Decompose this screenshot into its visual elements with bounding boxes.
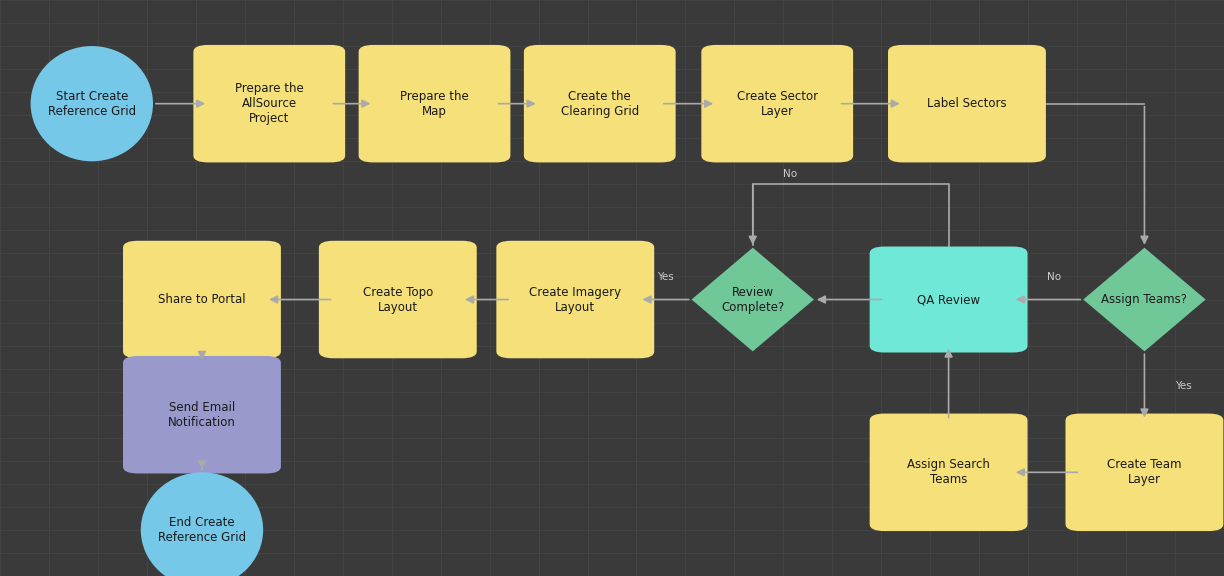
Text: Start Create
Reference Grid: Start Create Reference Grid — [48, 90, 136, 118]
FancyBboxPatch shape — [122, 241, 282, 358]
Text: Review
Complete?: Review Complete? — [721, 286, 785, 313]
Text: Create Team
Layer: Create Team Layer — [1108, 458, 1181, 486]
Text: Label Sectors: Label Sectors — [927, 97, 1007, 110]
Text: Create Sector
Layer: Create Sector Layer — [737, 90, 818, 118]
Text: Share to Portal: Share to Portal — [158, 293, 246, 306]
Ellipse shape — [141, 472, 263, 576]
FancyBboxPatch shape — [524, 45, 676, 162]
FancyBboxPatch shape — [193, 45, 345, 162]
Polygon shape — [692, 248, 814, 351]
Text: Yes: Yes — [1175, 381, 1192, 391]
Text: Assign Teams?: Assign Teams? — [1102, 293, 1187, 306]
Text: Assign Search
Teams: Assign Search Teams — [907, 458, 990, 486]
FancyBboxPatch shape — [122, 356, 282, 473]
FancyBboxPatch shape — [887, 45, 1045, 162]
Text: End Create
Reference Grid: End Create Reference Grid — [158, 516, 246, 544]
FancyBboxPatch shape — [318, 241, 476, 358]
Text: No: No — [783, 169, 798, 179]
Text: Prepare the
Map: Prepare the Map — [400, 90, 469, 118]
Text: Prepare the
AllSource
Project: Prepare the AllSource Project — [235, 82, 304, 125]
Text: Create the
Clearing Grid: Create the Clearing Grid — [561, 90, 639, 118]
FancyBboxPatch shape — [496, 241, 654, 358]
FancyBboxPatch shape — [359, 45, 510, 162]
FancyBboxPatch shape — [869, 247, 1027, 353]
Text: Create Imagery
Layout: Create Imagery Layout — [529, 286, 622, 313]
FancyBboxPatch shape — [869, 414, 1027, 531]
Text: Yes: Yes — [657, 272, 674, 282]
FancyBboxPatch shape — [701, 45, 853, 162]
Polygon shape — [1083, 248, 1206, 351]
Text: Create Topo
Layout: Create Topo Layout — [362, 286, 433, 313]
Text: No: No — [1047, 272, 1061, 282]
Ellipse shape — [31, 46, 153, 161]
Text: QA Review: QA Review — [917, 293, 980, 306]
Text: Send Email
Notification: Send Email Notification — [168, 401, 236, 429]
FancyBboxPatch shape — [1065, 414, 1224, 531]
